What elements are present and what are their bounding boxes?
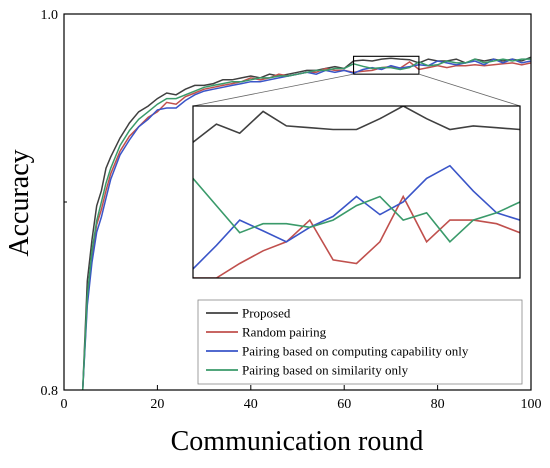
y-axis-title: Accuracy (4, 149, 35, 256)
legend-label-random-pairing: Random pairing (242, 325, 327, 340)
x-tick-label: 0 (61, 397, 68, 412)
x-tick-label: 100 (521, 397, 542, 412)
x-tick-label: 40 (244, 397, 258, 412)
inset-series-line-random-pairing (193, 194, 520, 278)
legend-label-pairing-based-on-computing-capability-only: Pairing based on computing capability on… (242, 344, 469, 359)
x-axis-title: Communication round (171, 426, 424, 457)
inset-series-group (193, 106, 520, 278)
legend-label-pairing-based-on-similarity-only: Pairing based on similarity only (242, 363, 409, 378)
zoom-connector-right (418, 73, 521, 107)
series-line-proposed (81, 56, 531, 390)
x-tick-label: 80 (431, 397, 445, 412)
zoom-connector-left (192, 73, 354, 107)
inset-background (193, 106, 520, 278)
ticks-group: 0 20 40 60 80 100 0.8 1.0 (41, 8, 542, 412)
inset-series-line-proposed (193, 106, 520, 143)
inset-series-line-pairing-based-on-similarity-only (193, 177, 520, 243)
x-tick-label: 60 (337, 397, 351, 412)
zoom-box (352, 55, 420, 75)
x-tick-label: 20 (150, 397, 164, 412)
series-line-pairing-based-on-similarity-only (81, 58, 531, 390)
legend: Proposed Random pairing Pairing based on c… (197, 299, 523, 385)
y-tick-label: 0.8 (41, 384, 59, 399)
inset-series-line-pairing-based-on-computing-capability-only (193, 164, 520, 270)
legend-label-proposed: Proposed (242, 306, 291, 321)
main-series-group (81, 56, 531, 390)
legend-box (197, 299, 523, 385)
inset-frame (192, 105, 521, 279)
y-tick-label: 1.0 (41, 8, 59, 23)
zoom-indicator (192, 55, 521, 107)
